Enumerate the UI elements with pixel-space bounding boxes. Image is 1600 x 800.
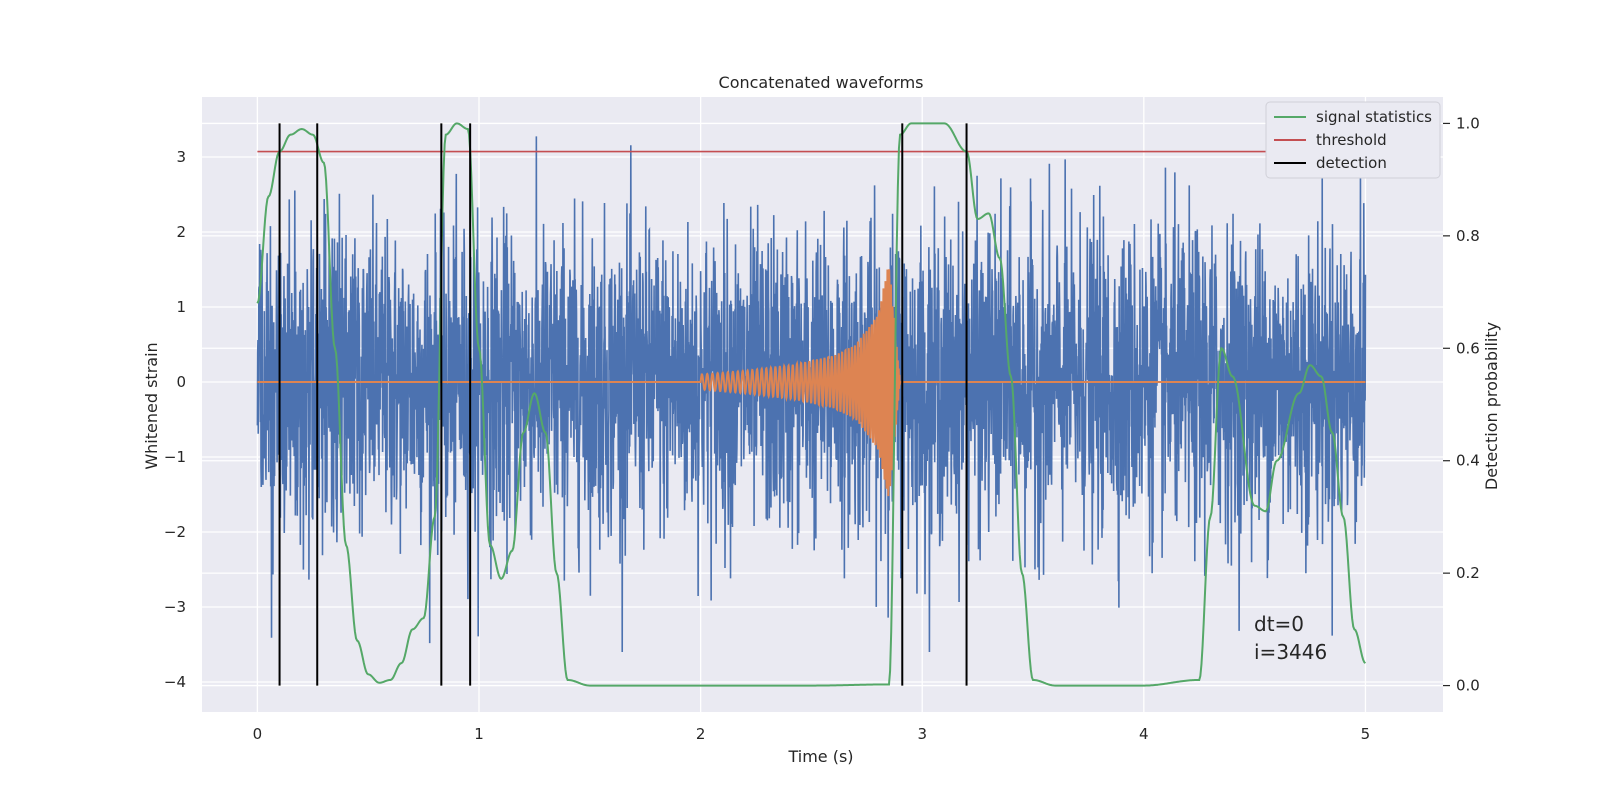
y-tick-label: −4 [164, 673, 186, 691]
y-tick-label: −2 [164, 523, 186, 541]
x-tick-label: 5 [1361, 725, 1371, 743]
legend-label: threshold [1316, 131, 1387, 149]
y2-tick-label: 0.2 [1456, 564, 1480, 582]
y2-tick-label: 0.4 [1456, 452, 1480, 470]
y-tick-label: 0 [176, 373, 186, 391]
chart-title: Concatenated waveforms [719, 73, 924, 92]
x-tick-label: 2 [696, 725, 706, 743]
y-tick-label: −3 [164, 598, 186, 616]
y-tick-label: −1 [164, 448, 186, 466]
annotation-dt: dt=0 [1254, 612, 1304, 636]
legend-box [1265, 101, 1441, 179]
y2-tick-label: 1.0 [1456, 114, 1480, 132]
x-axis-label: Time (s) [787, 747, 853, 766]
x-tick-label: 1 [474, 725, 484, 743]
y-axis-label: Whitened strain [142, 342, 161, 469]
y2-tick-label: 0.0 [1456, 677, 1480, 695]
y-tick-label: 2 [176, 223, 186, 241]
y-tick-label: 1 [176, 298, 186, 316]
y2-tick-label: 0.8 [1456, 227, 1480, 245]
x-tick-label: 3 [917, 725, 927, 743]
legend: signal statistics threshold detection [1265, 101, 1441, 179]
ticks: 0 1 2 3 4 5 −4 −3 −2 −1 0 1 2 3 0.0 0.2 0.4 0.6 0.8 1.0 [164, 114, 1480, 743]
annotation-index: i=3446 [1254, 640, 1327, 664]
y2-axis-label: Detection probability [1482, 322, 1501, 490]
legend-label: detection [1316, 154, 1387, 172]
legend-label: signal statistics [1316, 108, 1432, 126]
x-tick-label: 0 [253, 725, 263, 743]
detection-series [278, 123, 968, 686]
y2-tick-label: 0.6 [1456, 339, 1480, 357]
y-tick-label: 3 [176, 148, 186, 166]
x-tick-label: 4 [1139, 725, 1149, 743]
